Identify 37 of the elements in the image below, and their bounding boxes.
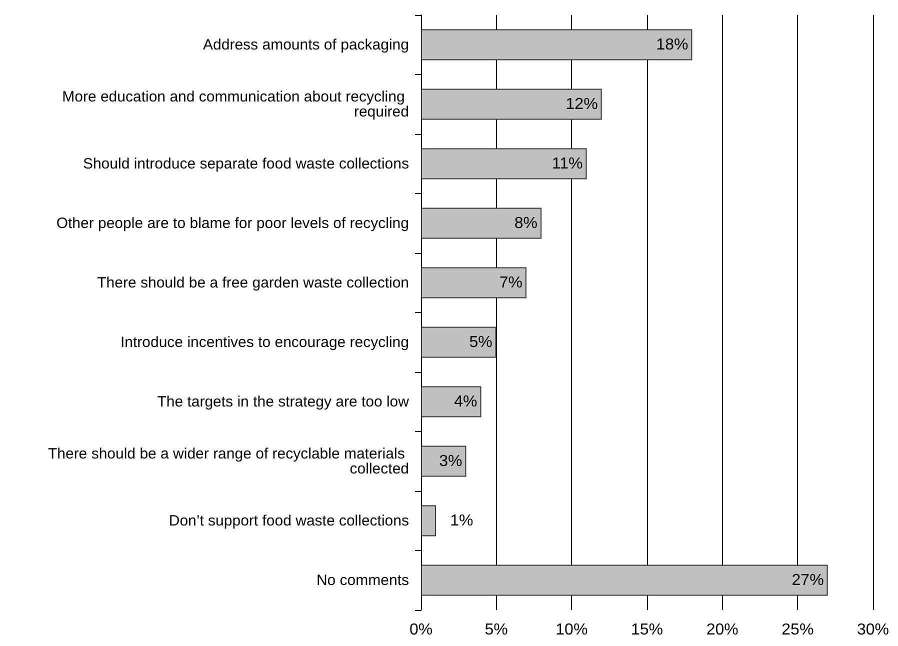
data-label: 3% [439,452,462,470]
data-label: 4% [454,393,478,410]
bar [421,208,542,239]
y-tick-label: Introduce incentives to encourage recycling [120,334,409,351]
x-tick-label: 25% [782,622,814,638]
y-tick-label: Should introduce separate food waste collections [82,155,409,172]
data-label: 5% [469,334,492,351]
data-label: 12% [566,96,598,113]
y-tick-label: More education and communication about recycling required [62,88,409,120]
x-tick-label: 10% [556,622,588,638]
y-tick-label: The targets in the strategy are too low [157,393,410,410]
y-tick-label: There should be a free garden waste collection [97,274,409,292]
bar [421,386,482,418]
y-tick-label: Don’t support food waste collections [168,512,409,530]
x-tick-label: 15% [630,622,664,638]
data-label: 1% [450,512,474,530]
bar [421,505,436,536]
y-tick-label: Address amounts of packaging [203,36,409,54]
bar [421,564,828,596]
x-tick-label: 5% [484,622,508,638]
data-label: 11% [552,155,583,172]
bar [421,267,526,298]
x-tick-label: 30% [856,622,890,638]
bar [421,326,496,358]
x-tick-label: 20% [706,622,738,638]
bar [421,29,692,60]
bar [421,446,466,477]
bar [421,148,587,180]
bar [421,88,602,120]
y-tick-label: No comments [316,572,409,589]
data-label: 8% [514,214,538,232]
y-tick-label: Other people are to blame for poor levels of recycling [56,214,409,232]
data-label: 27% [792,572,824,589]
data-label: 7% [499,274,522,292]
x-tick-label: 0% [409,622,433,638]
data-label: 18% [656,36,688,54]
y-tick-label: There should be a wider range of recyclable materials collected [48,445,409,478]
